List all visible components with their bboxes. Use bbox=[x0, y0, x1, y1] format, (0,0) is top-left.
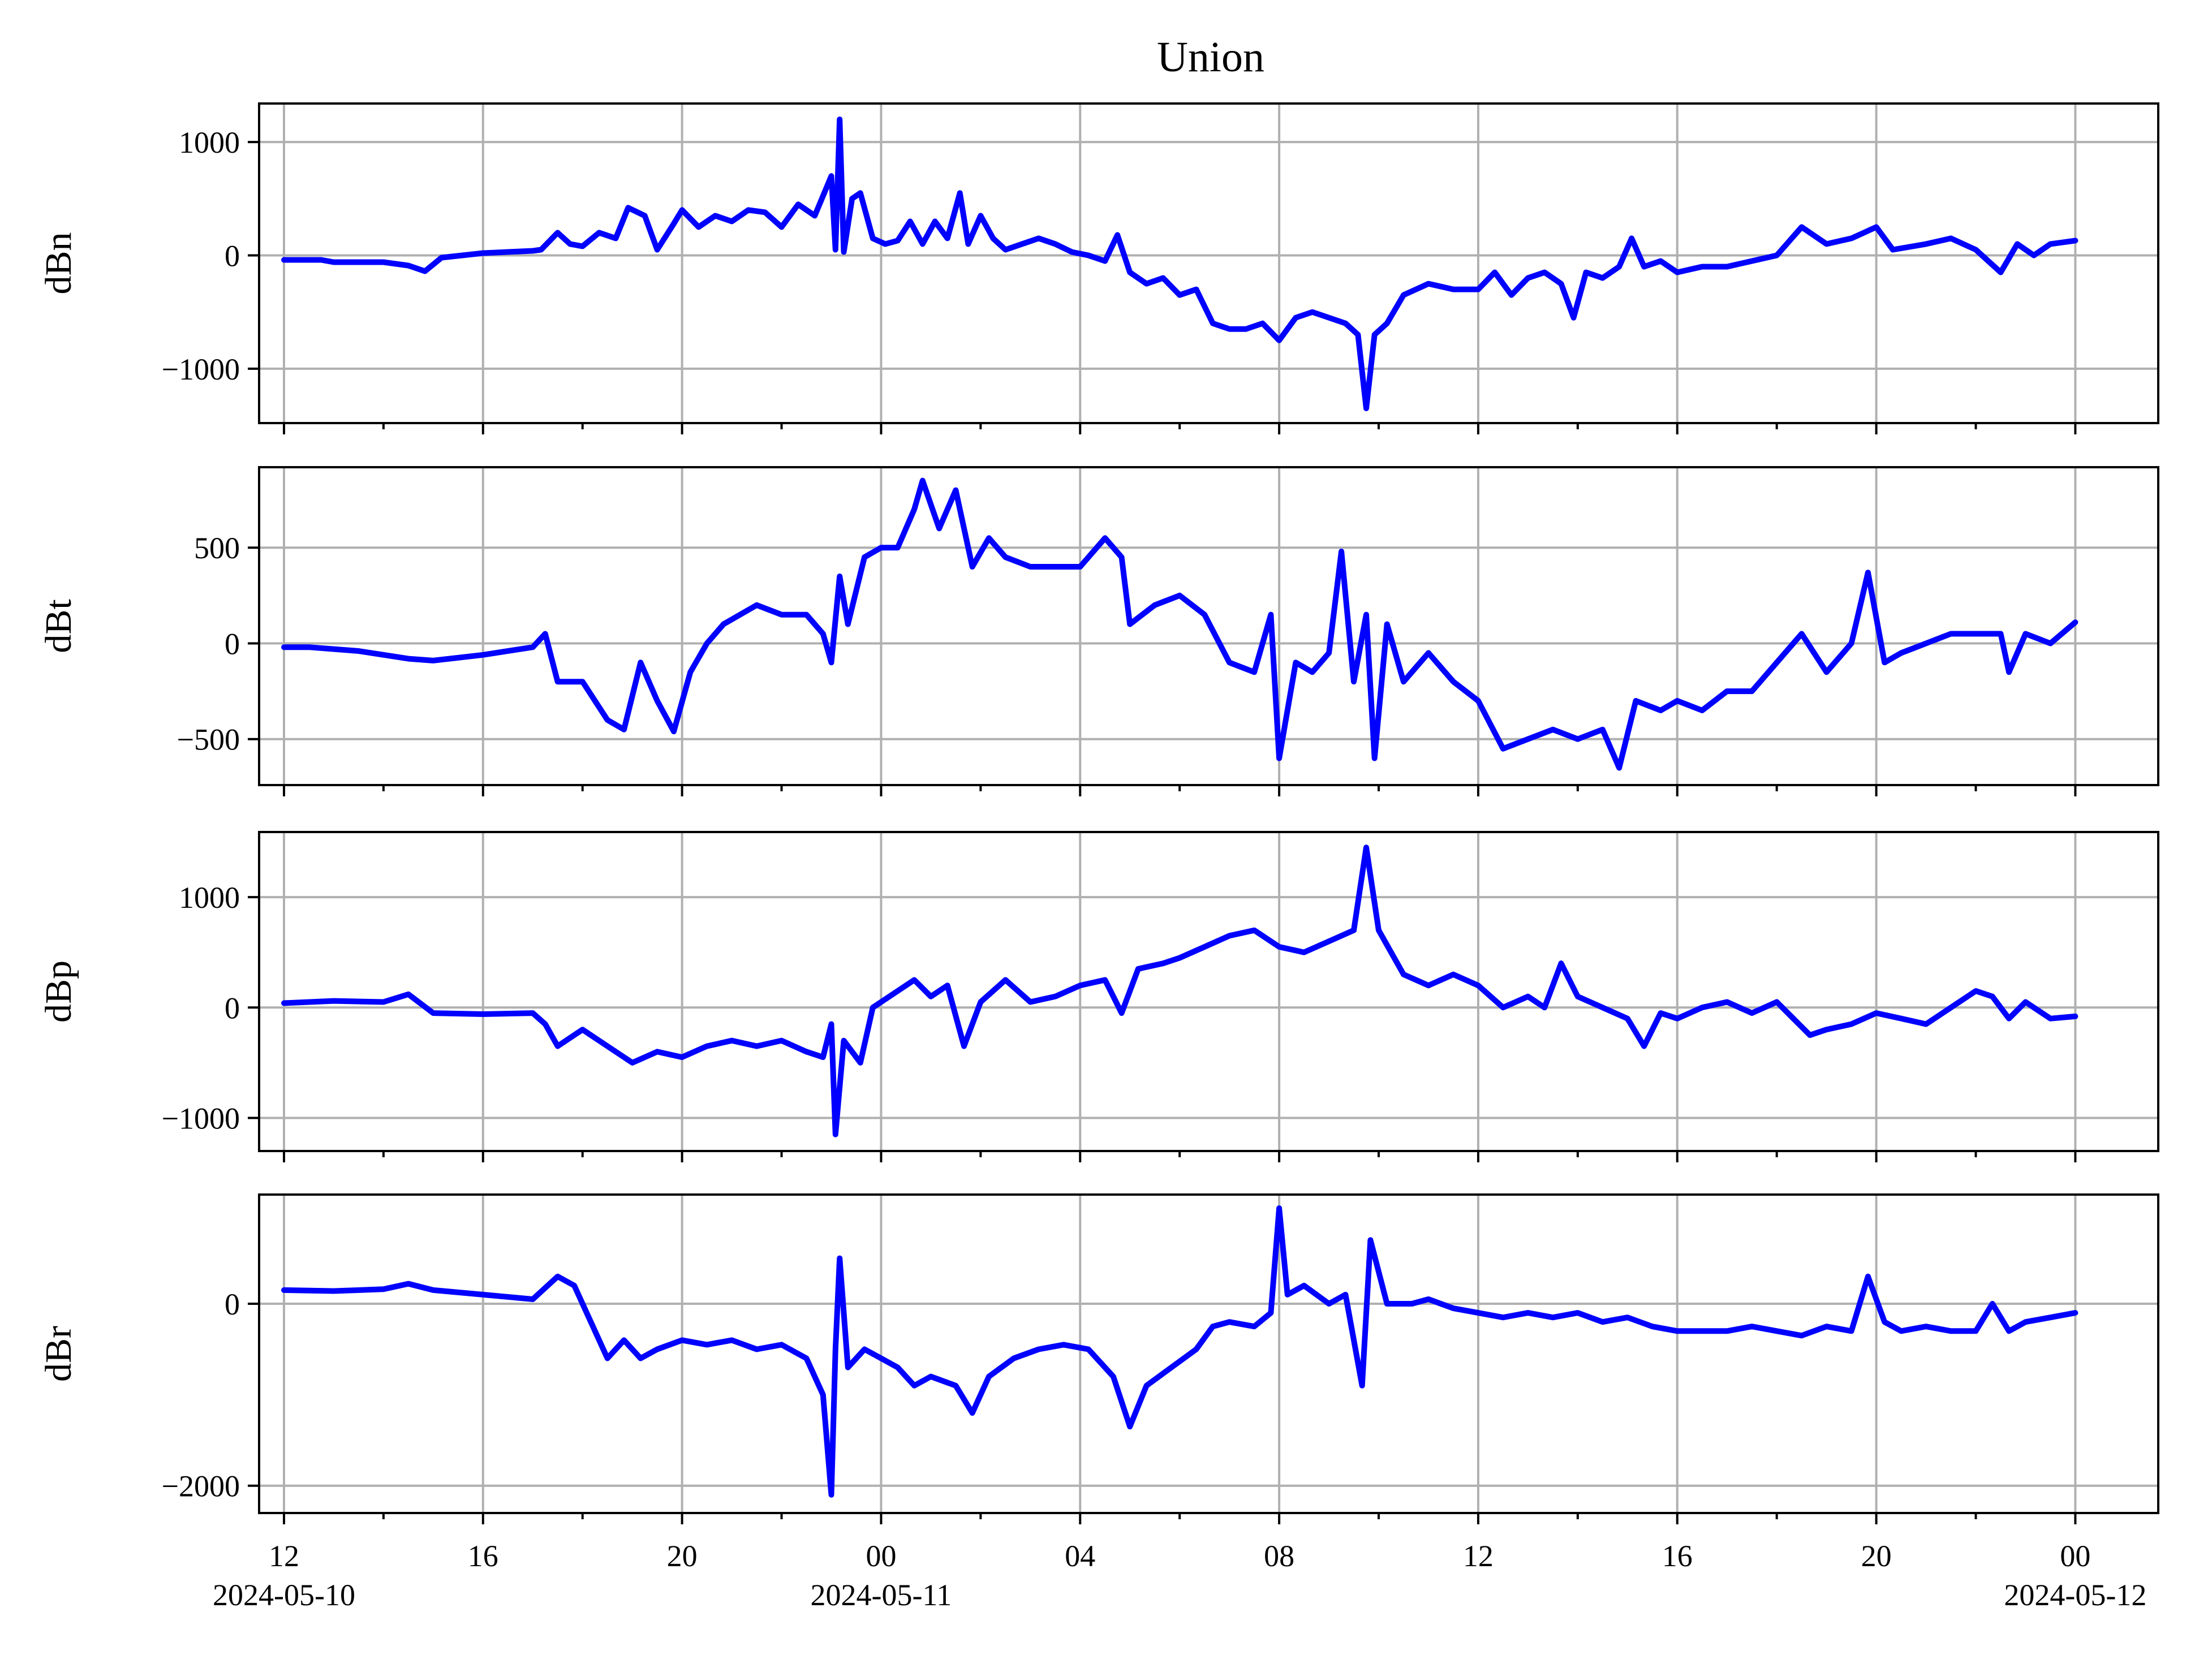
x-tick-label: 00 bbox=[866, 1539, 896, 1573]
x-tick-label: 12 bbox=[269, 1539, 299, 1573]
y-axis-label-dBt: dBt bbox=[38, 599, 79, 653]
x-tick-label: 16 bbox=[468, 1539, 498, 1573]
panel-dBp: 1000 0 −1000 dBp bbox=[38, 831, 2159, 1162]
panel-dBt: 500 0 −500 dBt bbox=[38, 466, 2159, 796]
chart-title: Union bbox=[1157, 33, 1264, 81]
series-line-dBn bbox=[281, 117, 2078, 411]
y-tick-label: 0 bbox=[225, 239, 240, 273]
panel-dBn: 1000 0 −1000 dBn bbox=[38, 102, 2159, 434]
y-tick-label: 0 bbox=[225, 627, 240, 661]
x-tick-label: 16 bbox=[1662, 1539, 1693, 1573]
x-tick-label: 08 bbox=[1264, 1539, 1294, 1573]
y-tick-label: −1000 bbox=[162, 1101, 240, 1135]
x-tick-label: 12 bbox=[1463, 1539, 1494, 1573]
x-tick-label: 04 bbox=[1065, 1539, 1095, 1573]
axes-frame bbox=[258, 831, 2159, 1152]
axes-frame bbox=[258, 466, 2159, 786]
series-line-dBr bbox=[281, 1205, 2078, 1498]
y-tick-label: 0 bbox=[225, 991, 240, 1025]
y-tick-label: 0 bbox=[225, 1287, 240, 1321]
axes-frame bbox=[258, 1193, 2159, 1514]
series-line-dBt bbox=[281, 477, 2078, 771]
x-tick-label: 20 bbox=[1861, 1539, 1892, 1573]
y-axis-label-dBn: dBn bbox=[38, 232, 79, 294]
y-tick-label: −2000 bbox=[162, 1469, 240, 1503]
x-tick-date-label: 2024-05-11 bbox=[810, 1578, 952, 1612]
x-tick-date-label: 2024-05-10 bbox=[213, 1578, 355, 1612]
y-tick-label: 1000 bbox=[179, 126, 240, 160]
panel-dBr: 0 −2000 dBr bbox=[38, 1193, 2159, 1524]
y-tick-label: −1000 bbox=[162, 352, 240, 386]
y-tick-label: 1000 bbox=[179, 881, 240, 915]
y-tick-label: −500 bbox=[177, 723, 240, 757]
x-tick-label: 00 bbox=[2060, 1539, 2090, 1573]
x-tick-date-label: 2024-05-12 bbox=[2004, 1578, 2146, 1612]
axes-frame bbox=[258, 102, 2159, 424]
y-axis-label-dBp: dBp bbox=[38, 960, 79, 1023]
y-axis-label-dBr: dBr bbox=[38, 1326, 79, 1382]
series-line-dBp bbox=[281, 844, 2078, 1137]
x-tick-label: 20 bbox=[667, 1539, 698, 1573]
y-tick-label: 500 bbox=[194, 531, 240, 565]
